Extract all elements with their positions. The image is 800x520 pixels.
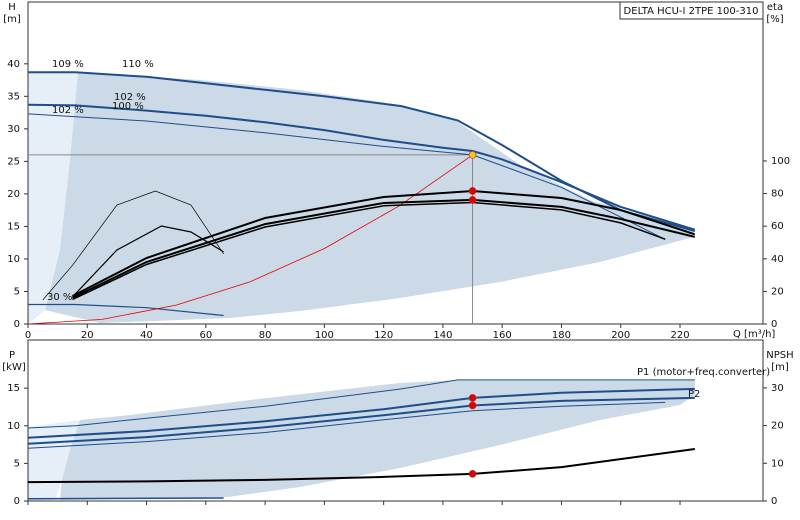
curve bbox=[27, 387, 695, 439]
y-tick-label: 20 bbox=[7, 189, 20, 200]
annotation: 100 % bbox=[112, 101, 144, 112]
y-tick-label: 5 bbox=[14, 458, 20, 469]
y2-label: NPSH bbox=[766, 350, 793, 361]
y-tick-label: 10 bbox=[7, 254, 20, 265]
annotation: 30 % bbox=[47, 292, 72, 303]
annotation: 109 % bbox=[52, 59, 84, 70]
curve bbox=[42, 190, 224, 301]
y2-tick-label: 10 bbox=[771, 458, 784, 469]
y2-tick-label: 60 bbox=[771, 221, 784, 232]
range-light bbox=[28, 72, 78, 324]
operating-point bbox=[468, 470, 477, 478]
annotation: 110 % bbox=[122, 59, 154, 70]
y-unit: [kW] bbox=[2, 362, 26, 373]
y2-tick-label: 20 bbox=[771, 421, 784, 432]
annotation: 102 % bbox=[52, 105, 84, 116]
y-label: H bbox=[8, 2, 16, 13]
curve bbox=[27, 103, 696, 231]
curve bbox=[72, 198, 696, 299]
curve bbox=[27, 396, 695, 445]
curve bbox=[27, 154, 473, 325]
operating-point bbox=[468, 151, 477, 159]
annotation: 102 % bbox=[114, 92, 146, 103]
curve bbox=[27, 448, 695, 484]
title-box bbox=[619, 1, 764, 20]
y-tick-label: 0 bbox=[14, 319, 20, 330]
curve bbox=[27, 497, 224, 500]
y2-unit: [m] bbox=[771, 362, 789, 373]
curve bbox=[27, 379, 695, 429]
y2-tick-label: 100 bbox=[771, 156, 790, 167]
curve bbox=[27, 401, 666, 449]
operating-point bbox=[468, 187, 477, 195]
y-tick-label: 30 bbox=[7, 124, 20, 135]
operating-point bbox=[468, 394, 477, 402]
y-tick-label: 35 bbox=[7, 91, 20, 102]
x-tick-label: 60 bbox=[199, 330, 212, 341]
chart-title: DELTA HCU-I 2TPE 100-310 bbox=[624, 6, 759, 17]
curve bbox=[72, 189, 696, 297]
range-light bbox=[28, 420, 80, 501]
operating-point bbox=[468, 196, 477, 204]
x-tick-label: 40 bbox=[140, 330, 153, 341]
y2-tick-label: 0 bbox=[771, 496, 777, 507]
y-tick-label: 0 bbox=[14, 496, 20, 507]
y-tick-label: 40 bbox=[7, 59, 20, 70]
plot-frame bbox=[27, 339, 764, 502]
y-tick-label: 15 bbox=[7, 383, 20, 394]
y2-tick-label: 80 bbox=[771, 189, 784, 200]
x-tick-label: 220 bbox=[670, 330, 689, 341]
annotation: P2 bbox=[688, 389, 700, 400]
y2-tick-label: 30 bbox=[771, 383, 784, 394]
y2-tick-label: 40 bbox=[771, 254, 784, 265]
x-tick-label: 20 bbox=[81, 330, 94, 341]
curve bbox=[27, 113, 666, 240]
x-tick-label: 140 bbox=[433, 330, 452, 341]
x-tick-label: 0 bbox=[25, 330, 31, 341]
y2-unit: [%] bbox=[766, 14, 783, 25]
range-area bbox=[45, 72, 695, 323]
plot-frame bbox=[27, 1, 764, 325]
y-tick-label: 15 bbox=[7, 221, 20, 232]
annotation: P1 (motor+freq.converter) bbox=[637, 367, 770, 378]
x-label: Q [m³/h] bbox=[733, 329, 775, 340]
x-tick-label: 160 bbox=[493, 330, 512, 341]
y-label: P bbox=[9, 350, 15, 361]
x-tick-label: 200 bbox=[611, 330, 630, 341]
y-tick-label: 5 bbox=[14, 286, 20, 297]
curve bbox=[28, 303, 224, 317]
y2-tick-label: 20 bbox=[771, 286, 784, 297]
range-area bbox=[60, 380, 695, 500]
y-tick-label: 10 bbox=[7, 421, 20, 432]
x-tick-label: 120 bbox=[374, 330, 393, 341]
x-tick-label: 100 bbox=[315, 330, 334, 341]
y2-tick-label: 0 bbox=[771, 319, 777, 330]
y-unit: [m] bbox=[3, 14, 21, 25]
y2-label: eta bbox=[767, 2, 783, 13]
operating-point bbox=[468, 401, 477, 410]
x-tick-label: 180 bbox=[552, 330, 571, 341]
curve bbox=[72, 201, 666, 301]
y-tick-label: 25 bbox=[7, 156, 20, 167]
x-tick-label: 80 bbox=[259, 330, 272, 341]
